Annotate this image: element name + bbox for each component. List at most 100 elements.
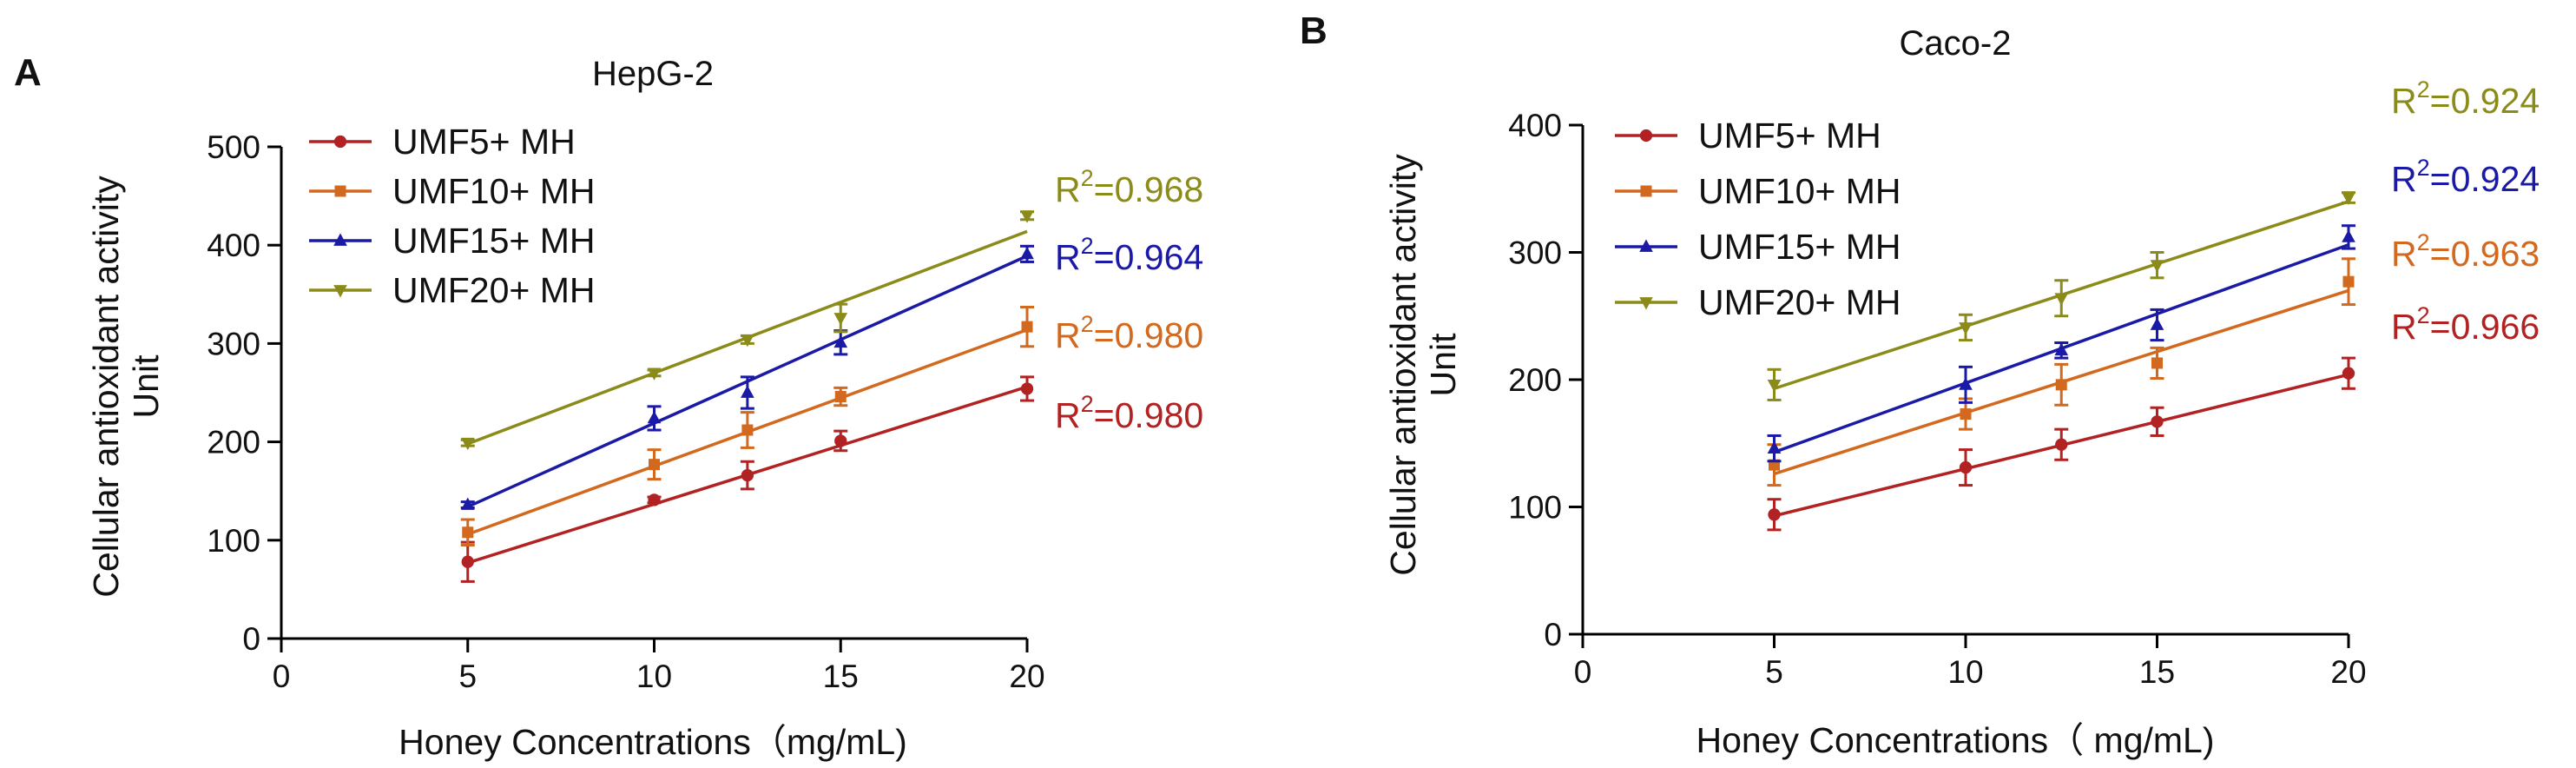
panel-b-r2-label-4: R2=0.924 xyxy=(2391,76,2540,121)
panel-b-axes: 0 100 200 300 400 0 5 10 15 20 xyxy=(1508,108,2366,690)
panel-b-legend-marker-4 xyxy=(1639,297,1653,310)
panel-b-title: Caco-2 xyxy=(1900,24,2012,63)
panel-b-x-tick-label: 0 xyxy=(1574,654,1592,690)
panel-b-x-tick-label: 10 xyxy=(1947,654,1983,690)
panel-b-r2-label-2: R2=0.963 xyxy=(2391,229,2540,274)
panel-b-legend-label-1: UMF5+ MH xyxy=(1698,116,1881,156)
panel-b-data-point xyxy=(2150,260,2164,273)
panel-b-x-tick-label: 20 xyxy=(2330,654,2366,690)
panel-b-legend-marker-1 xyxy=(1639,129,1653,142)
panel-a-y-tick-label: 200 xyxy=(207,425,260,460)
panel-a-data-point xyxy=(1020,382,1034,395)
panel-b-data-point xyxy=(2342,367,2355,380)
panel-b-legend: UMF5+ MH UMF10+ MH UMF15+ MH UMF20+ MH xyxy=(1615,116,1901,322)
panel-b-legend-label-3: UMF15+ MH xyxy=(1698,227,1901,267)
panel-a-data-point xyxy=(460,437,475,451)
panel-b-data-point xyxy=(1960,408,1972,420)
panel-a-legend-label-4: UMF20+ MH xyxy=(392,270,596,310)
panel-a-data-point xyxy=(1020,210,1034,223)
panel-a-y-tick-label: 0 xyxy=(242,621,260,657)
panel-b-legend-label-4: UMF20+ MH xyxy=(1698,282,1901,322)
panel-b-data-point xyxy=(1767,380,1782,393)
panel-a-data-point xyxy=(1021,321,1033,333)
panel-b-data-point xyxy=(2054,342,2069,356)
panel-b-data-point xyxy=(1959,322,1973,335)
panel-a-r2-labels: R2=0.980 R2=0.980 R2=0.964 R2=0.968 xyxy=(1055,165,1203,435)
panel-b-data-point xyxy=(1767,440,1782,454)
panel-b-r2-label-1: R2=0.966 xyxy=(2391,302,2540,347)
panel-b-legend-marker-3 xyxy=(1639,239,1653,252)
panel-b-data-point xyxy=(2054,293,2069,306)
panel-a-data-point xyxy=(461,555,474,568)
panel-a-axes: 0 100 200 300 400 500 0 5 10 15 20 xyxy=(207,129,1044,694)
panel-a-y-axis-title-line1: Cellular antioxidant activity xyxy=(86,175,126,598)
panel-b-data-point xyxy=(2342,192,2355,205)
panel-a-data-point xyxy=(741,424,754,436)
panel-b-y-tick-label: 300 xyxy=(1508,235,1562,271)
panel-a-x-axis-title: Honey Concentrations（mg/mL) xyxy=(399,722,907,762)
panel-b-data-point xyxy=(2151,415,2164,428)
panel-a-r2-label-3: R2=0.964 xyxy=(1055,233,1203,277)
panel-b-y-tick-label: 400 xyxy=(1508,108,1562,143)
panel-a-legend: UMF5+ MH UMF10+ MH UMF15+ MH UMF20+ MH xyxy=(309,122,596,310)
panel-a-x-tick-label: 20 xyxy=(1009,659,1044,694)
panel-a-legend-label-2: UMF10+ MH xyxy=(392,171,596,211)
panel-b-y-axis-title-line1: Cellular antioxidant activity xyxy=(1383,154,1423,576)
panel-b-data-point xyxy=(1959,377,1973,390)
panel-a-y-tick-label: 100 xyxy=(207,523,260,559)
panel-a-x-tick-label: 10 xyxy=(636,659,672,694)
panel-a: A HepG-2 Cellular antioxidant activity U… xyxy=(14,51,1203,762)
panel-b-data-point xyxy=(2342,229,2355,242)
panel-a-x-tick-label: 0 xyxy=(273,659,291,694)
panel-b-r2-label-3: R2=0.924 xyxy=(2391,155,2540,199)
panel-b-data-point xyxy=(2055,438,2068,451)
panel-a-data-point xyxy=(460,497,475,510)
panel-b: B Caco-2 Cellular antioxidant activity U… xyxy=(1300,10,2540,760)
panel-b-legend-marker-2 xyxy=(1640,185,1652,197)
panel-a-data-point xyxy=(741,468,754,482)
panel-b-y-tick-label: 0 xyxy=(1544,617,1562,652)
panel-b-y-tick-label: 100 xyxy=(1508,490,1562,526)
panel-b-data-point xyxy=(2342,275,2355,288)
panel-a-r2-label-2: R2=0.980 xyxy=(1055,311,1203,355)
panel-a-r2-label-1: R2=0.980 xyxy=(1055,391,1203,435)
panel-b-x-axis-title: Honey Concentrations（ mg/mL) xyxy=(1696,720,2214,760)
panel-a-legend-marker-3 xyxy=(333,233,347,246)
panel-a-data-point xyxy=(834,434,847,447)
panel-b-letter: B xyxy=(1300,10,1328,52)
panel-b-legend-label-2: UMF10+ MH xyxy=(1698,171,1901,211)
panel-b-y-tick-label: 200 xyxy=(1508,362,1562,398)
panel-a-data-point xyxy=(648,493,661,506)
panel-a-data-point xyxy=(741,334,754,348)
panel-b-x-tick-label: 15 xyxy=(2139,654,2175,690)
panel-a-title: HepG-2 xyxy=(592,55,714,93)
panel-a-y-tick-label: 400 xyxy=(207,228,260,263)
panel-a-data-point xyxy=(833,334,848,348)
panel-a-letter: A xyxy=(14,51,42,94)
panel-a-r2-label-4: R2=0.968 xyxy=(1055,165,1203,209)
panel-b-x-tick-label: 5 xyxy=(1765,654,1783,690)
panel-a-data-point xyxy=(834,391,847,403)
panel-a-legend-marker-2 xyxy=(334,185,346,197)
panel-a-data-point xyxy=(833,313,848,326)
panel-a-data-point xyxy=(647,410,662,424)
panel-b-data-point xyxy=(2055,379,2067,391)
panel-a-y-tick-label: 300 xyxy=(207,326,260,361)
panel-b-y-axis-title-line2: Unit xyxy=(1423,333,1463,397)
panel-b-data-point xyxy=(1768,508,1781,521)
panel-a-y-tick-label: 500 xyxy=(207,129,260,165)
panel-b-data-points xyxy=(1767,191,2355,532)
panel-a-legend-marker-4 xyxy=(333,285,347,298)
panel-a-data-point xyxy=(647,367,662,381)
panel-a-data-points xyxy=(460,210,1034,583)
panel-a-x-tick-label: 5 xyxy=(458,659,477,694)
panel-a-legend-label-1: UMF5+ MH xyxy=(392,122,576,162)
panel-a-y-axis-title-line2: Unit xyxy=(126,354,166,419)
panel-a-data-point xyxy=(462,526,474,539)
panel-a-data-point xyxy=(741,385,754,398)
panel-b-data-point xyxy=(1959,460,1973,474)
panel-b-data-point xyxy=(2151,357,2163,369)
panel-a-data-point xyxy=(1020,246,1034,260)
panel-a-legend-label-3: UMF15+ MH xyxy=(392,221,596,261)
